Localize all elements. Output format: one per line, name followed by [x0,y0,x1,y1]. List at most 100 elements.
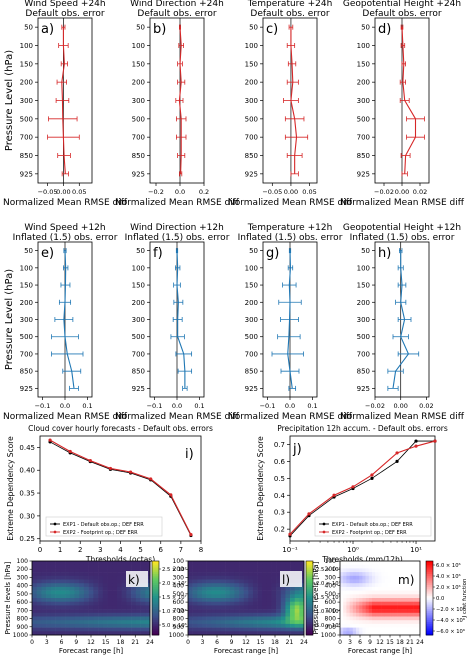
heatmap-cell [131,623,137,628]
heatmap-cell [32,627,38,632]
heatmap-cell [79,612,85,617]
heatmap-cell [378,609,382,614]
heatmap-cell [416,579,421,584]
heatmap-cell [211,631,217,636]
heatmap-cell [55,623,61,628]
heatmap-cell [140,631,146,636]
heatmap-cell [262,590,268,595]
heatmap-cell [416,572,421,577]
heatmap-cell [407,609,411,614]
heatmap-cell [346,598,350,602]
heatmap-cell [69,601,75,606]
heatmap-cell [234,579,240,584]
heatmap-cell [41,616,47,621]
heatmap-cell [201,598,207,602]
colorbar-segment [306,562,313,566]
heatmap-cell [229,612,235,617]
heatmap-cell [83,561,89,565]
heatmap-cell [201,620,207,625]
heatmap-cell [239,609,244,614]
heatmap-cell [356,568,360,573]
heatmap-cell [346,590,350,595]
heatmap-cell [145,609,151,614]
heatmap-cell [391,609,395,614]
x-axis-label: Forecast range [h] [348,647,413,655]
heatmap-cell [74,568,80,573]
heatmap-cell [346,586,350,591]
heatmap-cell [400,561,405,565]
heatmap-cell [107,601,113,606]
heatmap-cell [378,579,382,584]
heatmap-cell [220,609,226,614]
heatmap-cell [188,572,193,577]
data-point [414,444,418,448]
heatmap-cell [145,590,151,595]
heatmap-cell [50,620,56,625]
legend-marker [53,522,57,526]
heatmap-cell [60,620,66,625]
heatmap-cell [50,623,56,628]
heatmap-cell [121,616,127,621]
x-tick-label: −0.1 [260,402,276,410]
panel-label: i) [185,447,194,462]
heatmap-cell [404,631,408,636]
heatmap-cell [201,579,207,584]
heatmap-cell [36,564,42,569]
heatmap-cell [280,561,286,565]
heatmap-cell [378,594,382,599]
x-tick-label: 0.02 [413,188,427,196]
x-axis-label: Normalized Mean RMSE diff [340,198,465,208]
heatmap-cell [384,609,389,614]
heatmap-cell [381,568,386,573]
y-tick-label: 500 [357,115,370,123]
y-tick-label: 800 [17,616,29,623]
heatmap-cell [413,620,418,625]
panel-label: f) [153,246,163,261]
heatmap-cell [356,601,360,606]
y-tick-label: 300 [132,316,145,324]
heatmap-cell [352,605,357,610]
y-tick-label: 925 [245,385,258,393]
heatmap-cell [257,579,263,584]
heatmap-cell [280,620,286,625]
heatmap-cell [79,561,85,565]
heatmap-cell [41,594,47,599]
y-tick-label: 0.3 [274,509,285,517]
heatmap-cell [36,594,42,599]
heatmap-cell [201,631,207,636]
heatmap-cell [206,583,212,588]
heatmap-cell [299,627,305,632]
heatmap-cell [69,561,75,565]
heatmap-cell [36,586,42,591]
heatmap-cell [41,601,47,606]
x-tick-label: 8 [199,546,203,554]
heatmap-cell [88,590,94,595]
x-tick-label: 24 [416,639,424,646]
colorbar-segment [306,603,313,606]
heatmap-cell [413,627,418,632]
heatmap-cell [60,572,66,577]
heatmap-cell [394,561,398,565]
x-tick-label: 6 [358,639,362,646]
heatmap-cell [36,568,42,573]
heatmap-cell [375,586,379,591]
heatmap-cell [116,598,122,602]
heatmap-cell [74,627,80,632]
heatmap-cell [112,561,118,565]
y-tick-label: 0.45 [19,444,35,452]
y-tick-label: 300 [132,97,145,105]
panel-label: g) [266,246,279,261]
heatmap-cell [266,601,272,606]
heatmap-cell [79,583,85,588]
x-axis-label: Normalized Mean RMSE diff [3,412,128,422]
chart-subtitle: Inflated (1.5) obs. error [238,233,343,243]
heatmap-cell [388,601,392,606]
y-tick-label: 500 [132,333,145,341]
heatmap-cell [252,590,258,595]
heatmap-cell [107,616,113,621]
heatmap-cell [192,594,198,599]
heatmap-cell [192,561,198,565]
heatmap-cell [211,616,217,621]
